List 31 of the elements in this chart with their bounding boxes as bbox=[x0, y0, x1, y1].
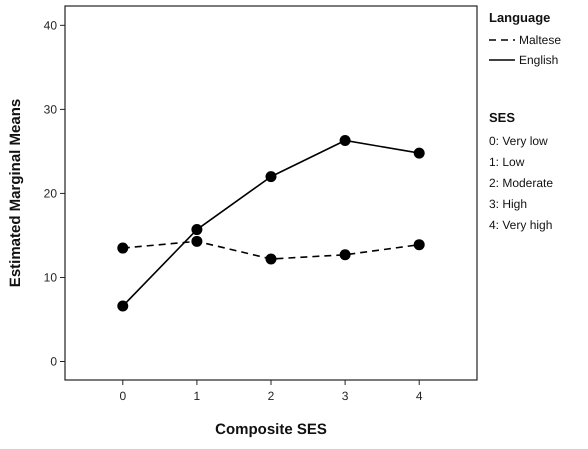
point bbox=[191, 236, 202, 247]
point bbox=[266, 171, 276, 182]
x-tick-label: 2 bbox=[268, 389, 275, 403]
text: 4: Very high bbox=[489, 218, 552, 232]
y-tick-label: 0 bbox=[50, 354, 58, 369]
text: 3: High bbox=[489, 197, 528, 211]
point bbox=[340, 249, 351, 260]
text: 2: Moderate bbox=[489, 176, 554, 190]
legend-label: Maltese bbox=[519, 33, 562, 47]
x-tick-label: 1 bbox=[194, 389, 201, 403]
point bbox=[414, 148, 425, 159]
y-axis-title: Estimated Marginal Means bbox=[7, 98, 24, 288]
text: 1: Low bbox=[489, 155, 525, 169]
y-tick-label: 40 bbox=[44, 18, 58, 33]
x-axis-title: Composite SES bbox=[215, 421, 327, 438]
point bbox=[340, 134, 351, 146]
point bbox=[414, 239, 425, 250]
y-tick-label: 10 bbox=[44, 270, 58, 285]
point bbox=[191, 224, 202, 236]
x-tick-label: 3 bbox=[342, 389, 349, 403]
point bbox=[117, 300, 128, 312]
point bbox=[117, 242, 128, 254]
x-tick-label: 0 bbox=[119, 389, 126, 403]
y-tick-label: 20 bbox=[44, 186, 58, 201]
legend-label: English bbox=[519, 53, 558, 67]
text: 0: Very low bbox=[489, 134, 548, 148]
point bbox=[266, 253, 276, 264]
y-tick-label: 30 bbox=[44, 102, 58, 117]
text: SES bbox=[489, 110, 516, 125]
legend-title: Language bbox=[489, 10, 550, 25]
x-tick-label: 4 bbox=[416, 389, 423, 403]
